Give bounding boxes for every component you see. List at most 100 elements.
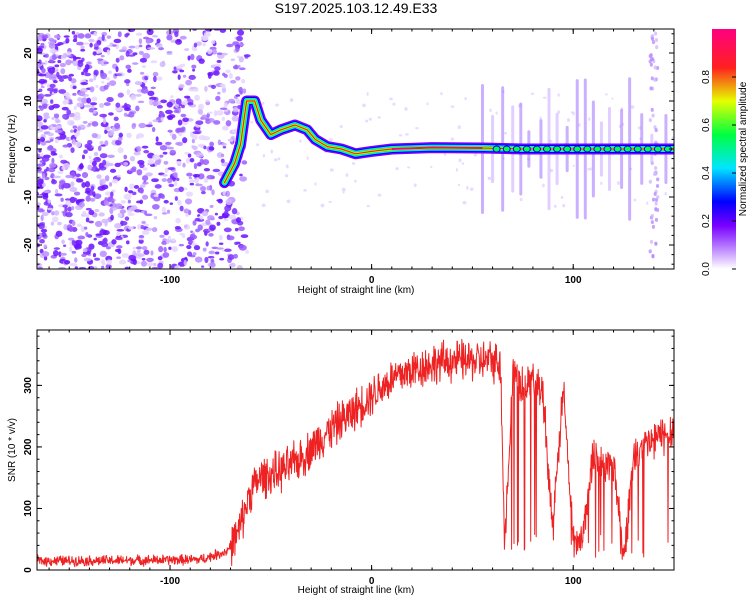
spectrogram-noise-blob <box>74 111 81 118</box>
spectrogram-noise-blob <box>64 207 68 212</box>
spectrogram-noise-blob <box>588 117 591 121</box>
spectrogram-noise-blob <box>566 118 571 122</box>
spectrogram-noise-blob <box>51 179 57 185</box>
spectrogram-noise-blob <box>37 68 40 75</box>
spectrogram-noise-blob <box>133 151 141 156</box>
spectrogram-noise-blob <box>231 208 238 215</box>
spectrogram-noise-blob <box>314 182 317 186</box>
spectrogram-noise-blob <box>173 171 178 178</box>
spectrogram-noise-blob <box>192 134 198 141</box>
spectrogram-noise-blob <box>161 212 168 215</box>
spectrogram-noise-blob <box>91 132 98 139</box>
spectrogram-noise-blob <box>146 257 154 262</box>
spectrogram-noise-blob <box>39 239 45 244</box>
spectrogram-noise-blob <box>95 84 99 89</box>
spectrogram-noise-blob <box>124 216 130 221</box>
spectrogram-noise-blob <box>542 96 547 99</box>
spectrogram-noise-blob <box>192 68 196 72</box>
spectrogram-noise-blob <box>149 99 154 106</box>
spectrogram-noise-blob <box>648 59 652 64</box>
spectrogram-noise-blob <box>653 192 657 197</box>
spectrogram-noise-blob <box>121 253 129 259</box>
spectrogram-noise-blob <box>184 48 190 51</box>
spectrogram-noise-blob <box>54 129 63 134</box>
spectrogram-noise-blob <box>71 239 76 246</box>
spectrogram-noise-blob <box>206 185 211 191</box>
spectrogram-noise-blob <box>285 164 289 169</box>
spectrogram-noise-blob <box>236 35 243 42</box>
spectrogram-noise-blob <box>195 41 202 47</box>
spectrogram-xtick-label: 100 <box>565 275 582 286</box>
spectrogram-noise-blob <box>48 42 56 49</box>
colorbar-label: Normalized spectral amplitude <box>738 81 749 216</box>
spectrogram-noise-blob <box>187 102 194 106</box>
spectrogram-noise-blob <box>163 230 170 236</box>
spectrogram-noise-blob <box>648 179 652 184</box>
spectrogram-noise-blob <box>461 162 465 165</box>
spectrogram-noise-blob <box>169 202 174 205</box>
spectrogram-noise-blob <box>47 207 54 211</box>
spectrogram-noise-blob <box>519 197 523 202</box>
spectrogram-noise-blob <box>88 209 95 216</box>
spectrogram-noise-blob <box>189 233 196 239</box>
spectrogram-noise-blob <box>37 34 43 42</box>
spectrogram-noise-blob <box>466 185 469 190</box>
spectrogram-noise-blob <box>201 186 206 192</box>
spectrogram-noise-blob <box>47 199 52 204</box>
spectrogram-noise-blob <box>110 191 114 198</box>
spectrogram-noise-blob <box>93 237 97 241</box>
spectrogram-noise-blob <box>648 249 652 254</box>
spectrogram-noise-blob <box>97 185 106 191</box>
spectrogram-noise-blob <box>112 207 117 211</box>
spectrogram-noise-blob <box>49 68 54 75</box>
spectrogram-noise-blob <box>557 93 560 97</box>
spectrogram-noise-blob <box>134 44 140 50</box>
spectrogram-noise-blob <box>153 75 157 83</box>
spectrogram-noise-blob <box>183 95 191 99</box>
spectrogram-noise-blob <box>44 72 51 79</box>
spectrogram-noise-blob <box>170 95 174 99</box>
spectrogram-noise-blob <box>119 55 125 61</box>
spectrogram-ridge-bead <box>492 145 501 153</box>
spectrogram-noise-blob <box>154 184 162 189</box>
colorbar-gradient <box>712 29 736 269</box>
spectrogram-noise-blob <box>40 152 44 158</box>
spectrogram-noise-blob <box>654 201 658 206</box>
spectrogram-noise-blob <box>66 51 72 56</box>
spectrogram-noise-blob <box>123 162 129 166</box>
spectrogram-noise-blob <box>650 213 654 218</box>
spectrogram-noise-blob <box>57 221 62 226</box>
spectrogram-noise-blob <box>94 257 101 261</box>
spectrogram-noise-blob <box>166 146 174 150</box>
spectrogram-noise-blob <box>192 252 197 256</box>
spectrogram-noise-blob <box>177 119 183 126</box>
spectrogram-noise-blob <box>114 162 121 168</box>
spectrogram-noise-blob <box>153 196 161 202</box>
spectrogram-ridge-bead <box>623 145 632 153</box>
spectrogram-noise-blob <box>99 113 108 118</box>
spectrogram-noise-blob <box>208 233 214 237</box>
spectrogram-noise-blob <box>141 194 149 200</box>
spectrogram-noise-blob <box>41 232 47 238</box>
spectrogram-noise-blob <box>60 68 66 75</box>
spectrogram-noise-blob <box>48 37 54 42</box>
spectrogram-noise-blob <box>226 43 234 48</box>
snr-plot-area <box>37 330 674 570</box>
spectrogram-noise-blob <box>426 102 429 106</box>
spectrogram-noise-blob <box>87 165 92 170</box>
spectrogram-noise-blob <box>284 174 289 178</box>
spectrogram-noise-blob <box>653 31 658 36</box>
spectrogram-noise-blob <box>656 195 660 200</box>
spectrogram-noise-blob <box>195 183 203 187</box>
spectrogram-noise-blob <box>186 244 192 250</box>
spectrogram-noise-blob <box>157 101 162 106</box>
spectrogram-noise-blob <box>656 177 660 182</box>
spectrogram-noise-blob <box>117 92 124 98</box>
spectrogram-noise-blob <box>157 256 163 261</box>
spectrogram-noise-blob <box>377 193 382 197</box>
spectrogram-noise-blob <box>147 90 155 97</box>
spectrogram-noise-blob <box>201 265 205 268</box>
spectrogram-noise-blob <box>172 70 178 74</box>
spectrogram-noise-blob <box>37 163 45 167</box>
